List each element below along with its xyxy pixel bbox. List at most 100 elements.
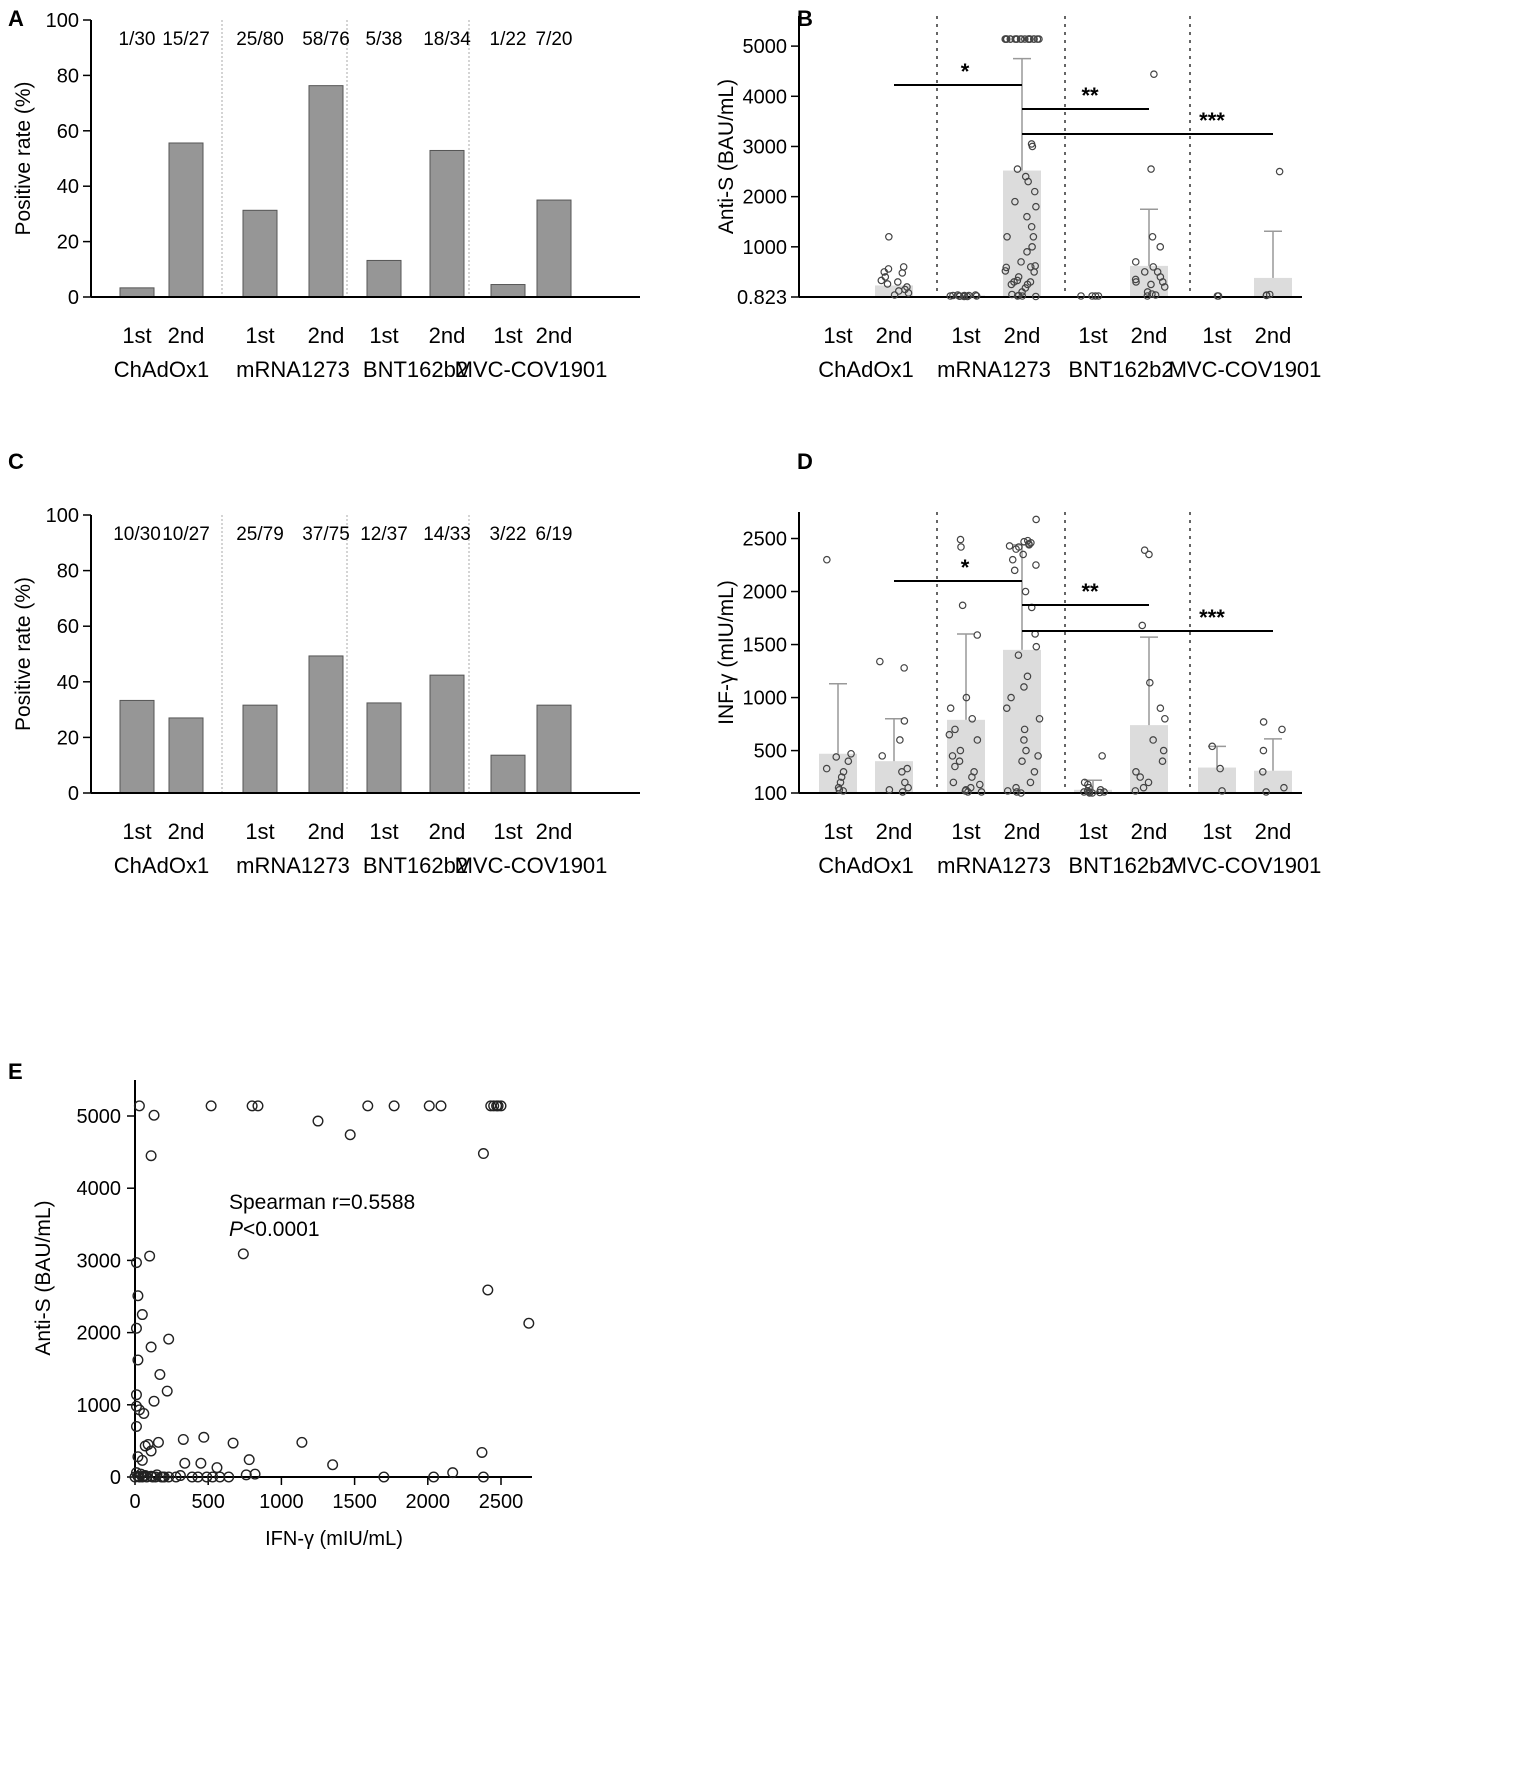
data-point <box>1259 718 1268 726</box>
data-point <box>968 714 977 723</box>
dose-label: 2nd <box>536 819 573 844</box>
data-point <box>1077 292 1085 300</box>
data-point <box>1001 267 1010 275</box>
y-axis-label: INF-γ (mIU/mL) <box>715 580 738 725</box>
scatter-point <box>152 1436 164 1448</box>
scatter-point <box>447 1467 459 1479</box>
dose-label: 2nd <box>168 819 205 844</box>
scatter-point <box>136 1309 148 1321</box>
data-point <box>1034 752 1042 760</box>
scatter-point <box>154 1368 166 1380</box>
data-point <box>951 725 959 734</box>
y-tick-label: 2500 <box>743 529 788 551</box>
dose-label: 1st <box>1202 819 1231 844</box>
count-label: 7/20 <box>536 29 573 50</box>
dose-label: 2nd <box>1255 819 1292 844</box>
y-tick-label: 60 <box>57 616 79 638</box>
data-point <box>1026 263 1035 271</box>
dose-label: 2nd <box>1131 323 1168 348</box>
dose-label: 2nd <box>876 819 913 844</box>
data-point <box>1030 767 1039 776</box>
data-point <box>971 291 980 299</box>
data-point <box>1026 278 1035 286</box>
dose-label: 1st <box>369 819 398 844</box>
y-tick-label: 20 <box>57 727 79 749</box>
scatter-point <box>130 1322 142 1334</box>
data-point <box>1003 232 1011 241</box>
data-point <box>1149 263 1158 271</box>
data-point <box>955 757 964 765</box>
panel-letter: C <box>8 449 24 474</box>
data-point <box>1032 561 1040 569</box>
dose-label: 1st <box>122 323 151 348</box>
dose-label: 1st <box>245 323 274 348</box>
x-tick-label: 500 <box>192 1491 225 1513</box>
group-label: ChAdOx1 <box>114 853 209 878</box>
scatter-point <box>144 1250 156 1262</box>
scatter-point <box>482 1284 494 1296</box>
data-point <box>1262 788 1270 796</box>
dose-label: 1st <box>369 323 398 348</box>
p-value: P<0.0001 <box>229 1218 320 1241</box>
panel-letter: E <box>8 1059 23 1084</box>
data-point <box>1148 232 1157 241</box>
scatter-point <box>136 1454 148 1466</box>
scatter-point <box>207 1471 219 1483</box>
data-point <box>1012 788 1021 796</box>
data-point <box>1017 789 1025 797</box>
dose-label: 2nd <box>536 323 573 348</box>
data-point <box>1149 736 1157 744</box>
data-point <box>1032 292 1040 301</box>
y-tick-label: 5000 <box>743 36 788 58</box>
panel-e: E 0 1000 2000 3000 4000 5000 0 500 1000 1500 2000 25… <box>8 1059 535 1550</box>
data-point <box>1020 736 1028 744</box>
data-point <box>1017 258 1025 266</box>
data-point <box>1280 783 1288 792</box>
count-label: 58/76 <box>302 29 350 50</box>
count-label: 25/80 <box>236 29 284 50</box>
data-point <box>1158 278 1167 286</box>
data-point <box>1028 243 1036 251</box>
y-tick-label: 100 <box>754 783 787 805</box>
scatter-point <box>492 1100 504 1112</box>
y-tick-label: 0 <box>68 287 79 309</box>
data-point <box>1021 587 1030 596</box>
dose-label: 1st <box>823 819 852 844</box>
scatter-point <box>388 1100 400 1112</box>
dose-label: 2nd <box>168 323 205 348</box>
data-point <box>955 292 964 301</box>
data-point <box>1014 651 1023 659</box>
data-point <box>1032 642 1041 651</box>
scatter-point <box>195 1457 207 1469</box>
significance-marker: ** <box>1081 579 1099 604</box>
significance-marker: ** <box>1081 83 1099 108</box>
y-tick-label: 2000 <box>743 582 788 604</box>
scatter-point <box>296 1436 308 1448</box>
data-point <box>963 292 972 301</box>
data-point <box>837 773 846 781</box>
count-label: 1/22 <box>490 29 527 50</box>
data-point <box>1156 243 1165 251</box>
bar <box>1198 767 1236 793</box>
data-point <box>1262 291 1271 299</box>
x-axis-label: IFN-γ (mIU/mL) <box>265 1528 403 1550</box>
scatter-point <box>243 1454 255 1466</box>
data-point <box>1218 787 1226 795</box>
scatter-point <box>240 1469 252 1481</box>
y-tick-label: 100 <box>46 10 79 32</box>
data-point <box>900 664 908 672</box>
scatter-point <box>312 1115 324 1127</box>
data-point <box>896 736 904 744</box>
data-point <box>1025 541 1033 549</box>
data-point <box>898 788 907 796</box>
data-point <box>1145 550 1153 559</box>
data-point <box>973 736 982 744</box>
data-point <box>1140 268 1149 276</box>
data-point <box>1030 187 1039 196</box>
count-label: 25/79 <box>236 524 284 545</box>
data-point <box>962 693 971 702</box>
p-value-number: <0.0001 <box>243 1218 320 1241</box>
data-point <box>876 657 884 666</box>
count-label: 37/75 <box>302 524 350 545</box>
bar <box>536 704 572 794</box>
